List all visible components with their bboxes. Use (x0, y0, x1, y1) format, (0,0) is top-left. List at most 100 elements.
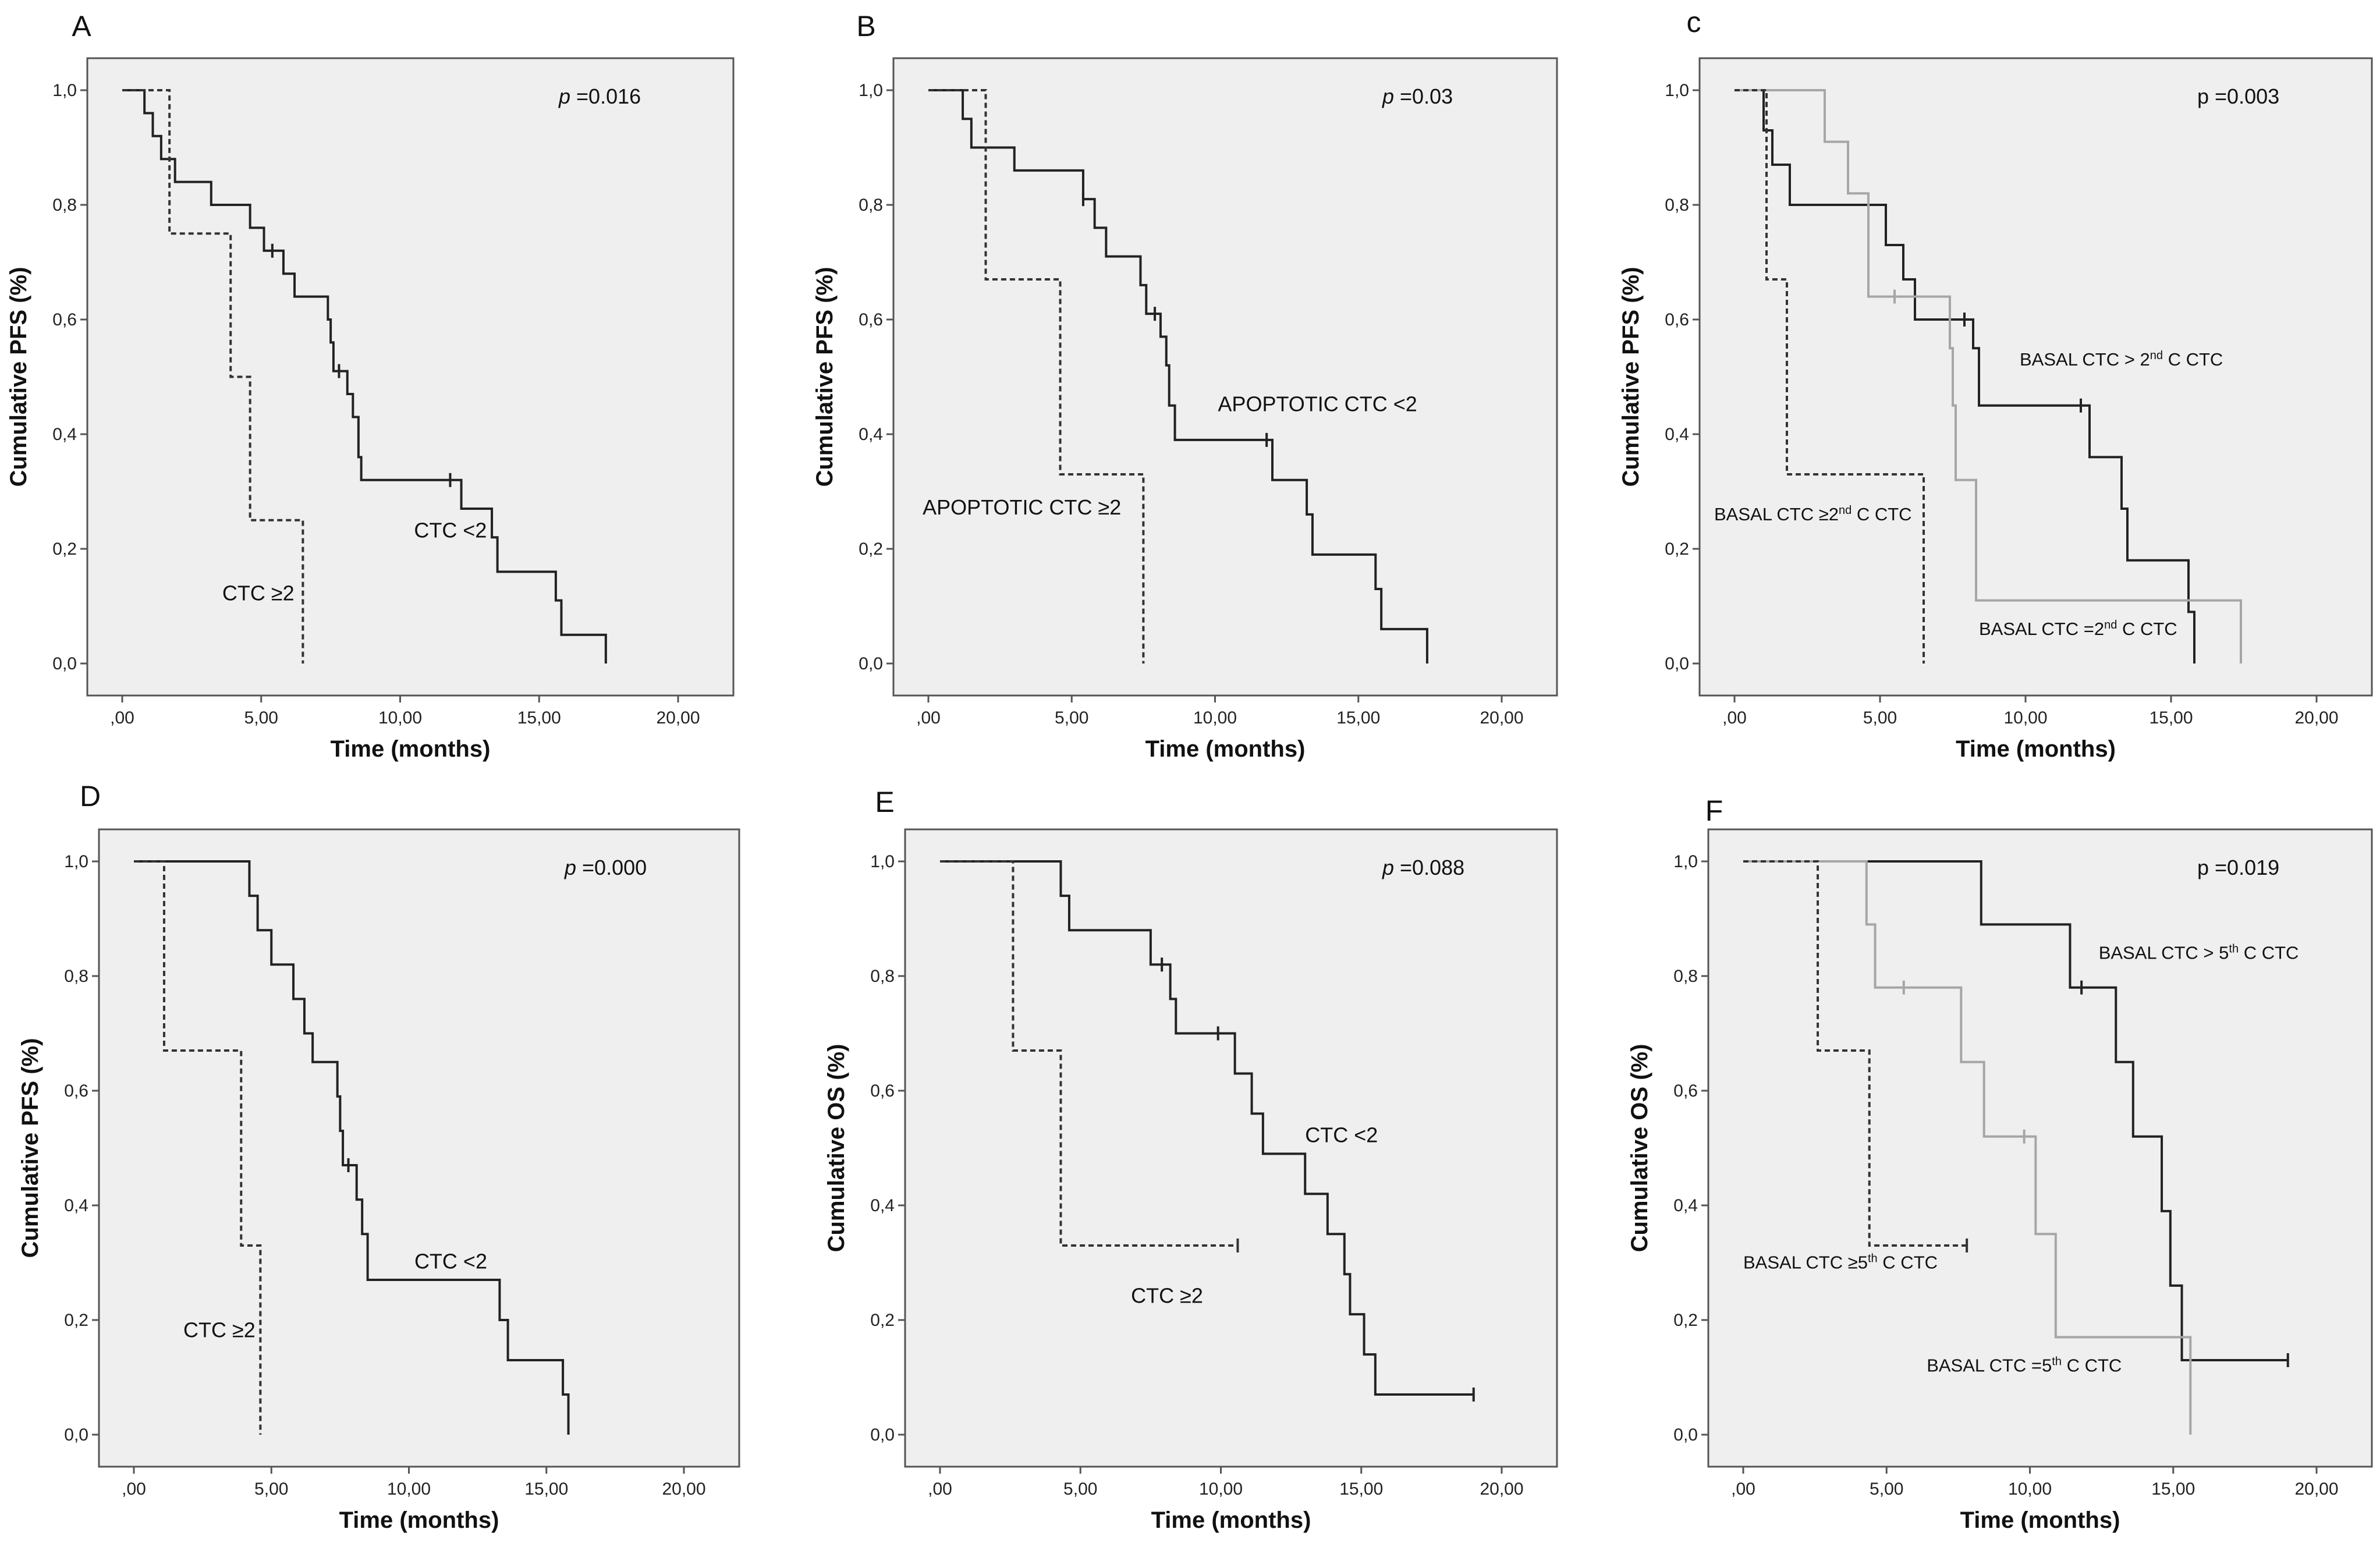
p-value-symbol: p (1382, 856, 1394, 879)
curve-label-name: BASAL CTC > 5 (2099, 942, 2229, 963)
p-value-number: =0.088 (1394, 856, 1464, 879)
curve-label-name: BASAL CTC ≥2 (1714, 504, 1839, 524)
y-tick-label: 0,6 (870, 1081, 895, 1101)
curve-label-sup: th (2052, 1356, 2062, 1368)
y-tick-label: 0,0 (1673, 1425, 1698, 1445)
x-tick-label: 20,00 (662, 1479, 705, 1499)
y-tick-label: 1,0 (870, 852, 895, 871)
x-tick-label: 20,00 (656, 708, 700, 728)
y-tick-label: 1,0 (859, 81, 883, 100)
curve-label-name: BASAL CTC =5 (1927, 1356, 2052, 1376)
y-tick-label: 0,6 (1665, 310, 1689, 329)
km-curve (940, 860, 1238, 1247)
y-tick-label: 0,6 (64, 1081, 88, 1101)
curve-label-suffix: C CTC (2117, 619, 2177, 639)
panel-letter: F (1705, 794, 1723, 827)
x-tick-label: ,00 (928, 1479, 952, 1499)
x-axis-title: Time (months) (1145, 736, 1306, 762)
curve-label: CTC ≥2 (183, 1318, 256, 1342)
y-tick-label: 0,4 (1665, 425, 1689, 444)
y-tick-label: 0,4 (1673, 1196, 1698, 1215)
x-tick-label: 5,00 (1055, 708, 1088, 728)
plot-area (1698, 57, 2373, 697)
x-tick-label: 10,00 (1199, 1479, 1243, 1499)
plot-area (892, 57, 1558, 697)
x-tick-label: 5,00 (254, 1479, 288, 1499)
curve-label: BASAL CTC ≥5th C CTC (1743, 1252, 1938, 1272)
curve-label: CTC <2 (1305, 1123, 1378, 1147)
x-tick-label: 15,00 (1339, 1479, 1383, 1499)
x-tick-label: 20,00 (2294, 1479, 2338, 1499)
y-tick-label: 0,4 (52, 425, 77, 444)
km-curve (1735, 89, 2242, 663)
plot-area (904, 828, 1558, 1468)
p-value-symbol: p (558, 84, 570, 108)
p-value-symbol: p (1382, 84, 1394, 108)
x-tick-label: 15,00 (1336, 708, 1380, 728)
p-value-symbol: p (2197, 84, 2209, 108)
panel-letter: B (856, 10, 875, 42)
y-tick-label: 0,0 (52, 654, 77, 673)
y-tick-label: 0,8 (1673, 967, 1698, 986)
x-axis-title: Time (months) (1956, 736, 2116, 762)
p-value-number: =0.016 (570, 84, 641, 108)
y-tick-label: 0,8 (1665, 196, 1689, 215)
x-tick-label: 20,00 (1480, 708, 1523, 728)
curve-label-suffix: C CTC (1878, 1252, 1938, 1272)
curve-label: APOPTOTIC CTC ≥2 (923, 495, 1121, 519)
curve-label-name: BASAL CTC > 2 (2020, 349, 2150, 370)
y-tick-label: 0,0 (64, 1425, 88, 1445)
y-tick-label: 0,2 (1673, 1311, 1698, 1330)
p-value: p =0.000 (564, 856, 647, 879)
y-axis-title: Cumulative PFS (%) (17, 1038, 43, 1258)
y-tick-label: 0,0 (870, 1425, 895, 1445)
curve-label: CTC <2 (414, 518, 487, 542)
x-axis-title: Time (months) (1960, 1507, 2120, 1533)
plot-area (86, 57, 735, 697)
x-tick-label: 15,00 (517, 708, 561, 728)
curve-label: BASAL CTC > 5th C CTC (2099, 942, 2299, 963)
curve-label: APOPTOTIC CTC <2 (1218, 392, 1417, 416)
x-tick-label: 20,00 (1480, 1479, 1523, 1499)
km-curve (940, 860, 1474, 1396)
curve-label-suffix: C CTC (1851, 504, 1911, 524)
x-tick-label: 10,00 (1193, 708, 1237, 728)
curve-label-suffix: C CTC (2163, 349, 2223, 370)
curve-label: BASAL CTC > 2nd C CTC (2020, 349, 2223, 370)
x-tick-label: 15,00 (2149, 708, 2193, 728)
y-tick-label: 0,2 (870, 1311, 895, 1330)
curve-label-suffix: C CTC (2062, 1356, 2122, 1376)
x-tick-label: 5,00 (1063, 1479, 1097, 1499)
x-tick-label: 10,00 (2003, 708, 2047, 728)
x-tick-label: 5,00 (1870, 1479, 1903, 1499)
curve-label-name: CTC <2 (1305, 1123, 1378, 1147)
y-tick-label: 0,4 (64, 1196, 88, 1215)
x-tick-label: 15,00 (524, 1479, 568, 1499)
x-tick-label: 10,00 (378, 708, 422, 728)
plot-area (98, 828, 740, 1468)
y-tick-label: 0,0 (1665, 654, 1689, 673)
y-tick-label: 0,0 (859, 654, 883, 673)
y-tick-label: 0,8 (64, 967, 88, 986)
y-tick-label: 0,2 (859, 540, 883, 559)
y-tick-label: 0,6 (52, 310, 77, 329)
panel-f: F 0,0 0,2 0,4 0,6 0,8 1,0 ,00 5,00 10,00 15,00 20,0… (1627, 794, 2373, 1533)
y-tick-label: 0,8 (52, 196, 77, 215)
curve-label-sup: nd (1839, 504, 1851, 517)
p-value: p =0.03 (1382, 84, 1453, 108)
p-value: p =0.016 (558, 84, 641, 108)
curve-label-suffix: C CTC (2239, 942, 2299, 963)
curve-label-sup: nd (2150, 349, 2163, 362)
curve-label-sup: nd (2104, 619, 2117, 631)
panel-letter: c (1687, 6, 1701, 38)
curve-label-sup: th (1868, 1252, 1878, 1265)
y-tick-label: 1,0 (1673, 852, 1698, 871)
x-tick-label: ,00 (110, 708, 134, 728)
p-value-number: =0.000 (576, 856, 647, 879)
x-tick-label: 5,00 (1863, 708, 1897, 728)
curve-label-name: CTC <2 (414, 518, 487, 542)
km-curve (1735, 89, 2195, 663)
km-curve (122, 89, 607, 663)
p-value-symbol: p (2197, 856, 2209, 879)
